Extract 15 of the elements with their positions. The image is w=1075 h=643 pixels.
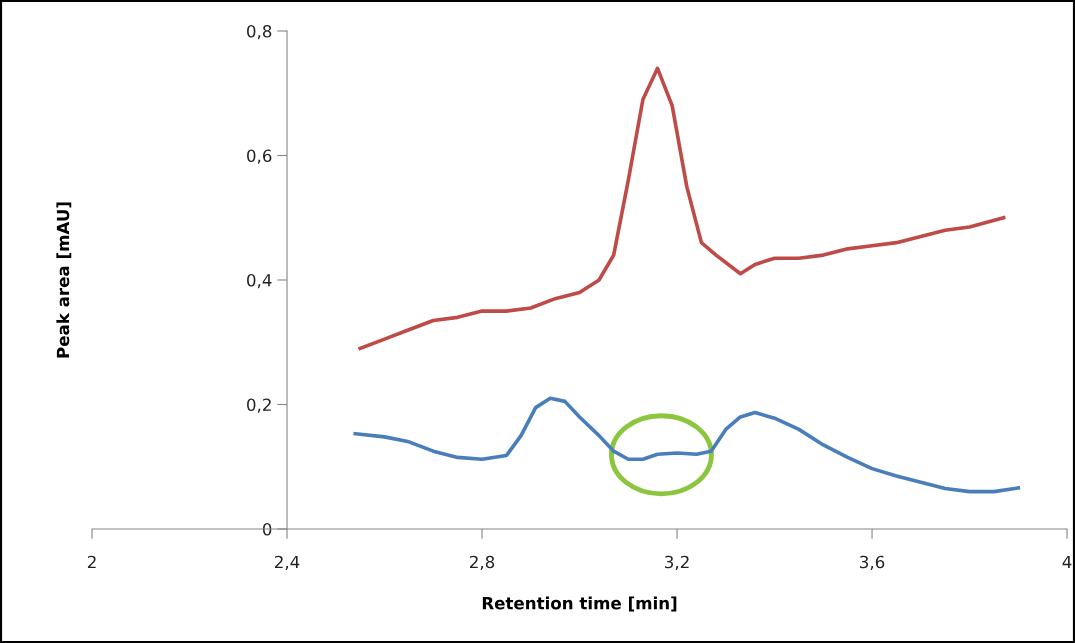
x-tick-label: 3,2 <box>665 555 689 570</box>
y-tick-label: 0,4 <box>247 273 272 289</box>
x-tick-label: 2,8 <box>470 555 495 570</box>
x-tick-label: 2 <box>87 555 96 569</box>
y-tick-label: 0,2 <box>247 398 271 413</box>
y-tick-label: 0 <box>262 522 272 536</box>
x-tick-label: 2,4 <box>274 555 300 570</box>
x-axis-title: Retention time [min] <box>482 596 677 612</box>
x-tick-label: 4 <box>1062 555 1072 569</box>
x-tick-label: 3,6 <box>860 555 885 570</box>
y-tick-label: 0,6 <box>247 149 272 164</box>
y-tick-label: 0,8 <box>247 24 272 40</box>
line-series <box>353 396 1021 494</box>
line-series <box>358 66 1006 351</box>
y-axis-title: Peak area [mAU] <box>56 202 72 358</box>
